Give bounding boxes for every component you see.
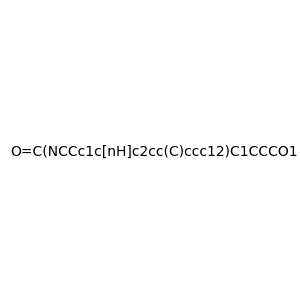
Text: O=C(NCCc1c[nH]c2cc(C)ccc12)C1CCCO1: O=C(NCCc1c[nH]c2cc(C)ccc12)C1CCCO1 — [10, 145, 298, 158]
